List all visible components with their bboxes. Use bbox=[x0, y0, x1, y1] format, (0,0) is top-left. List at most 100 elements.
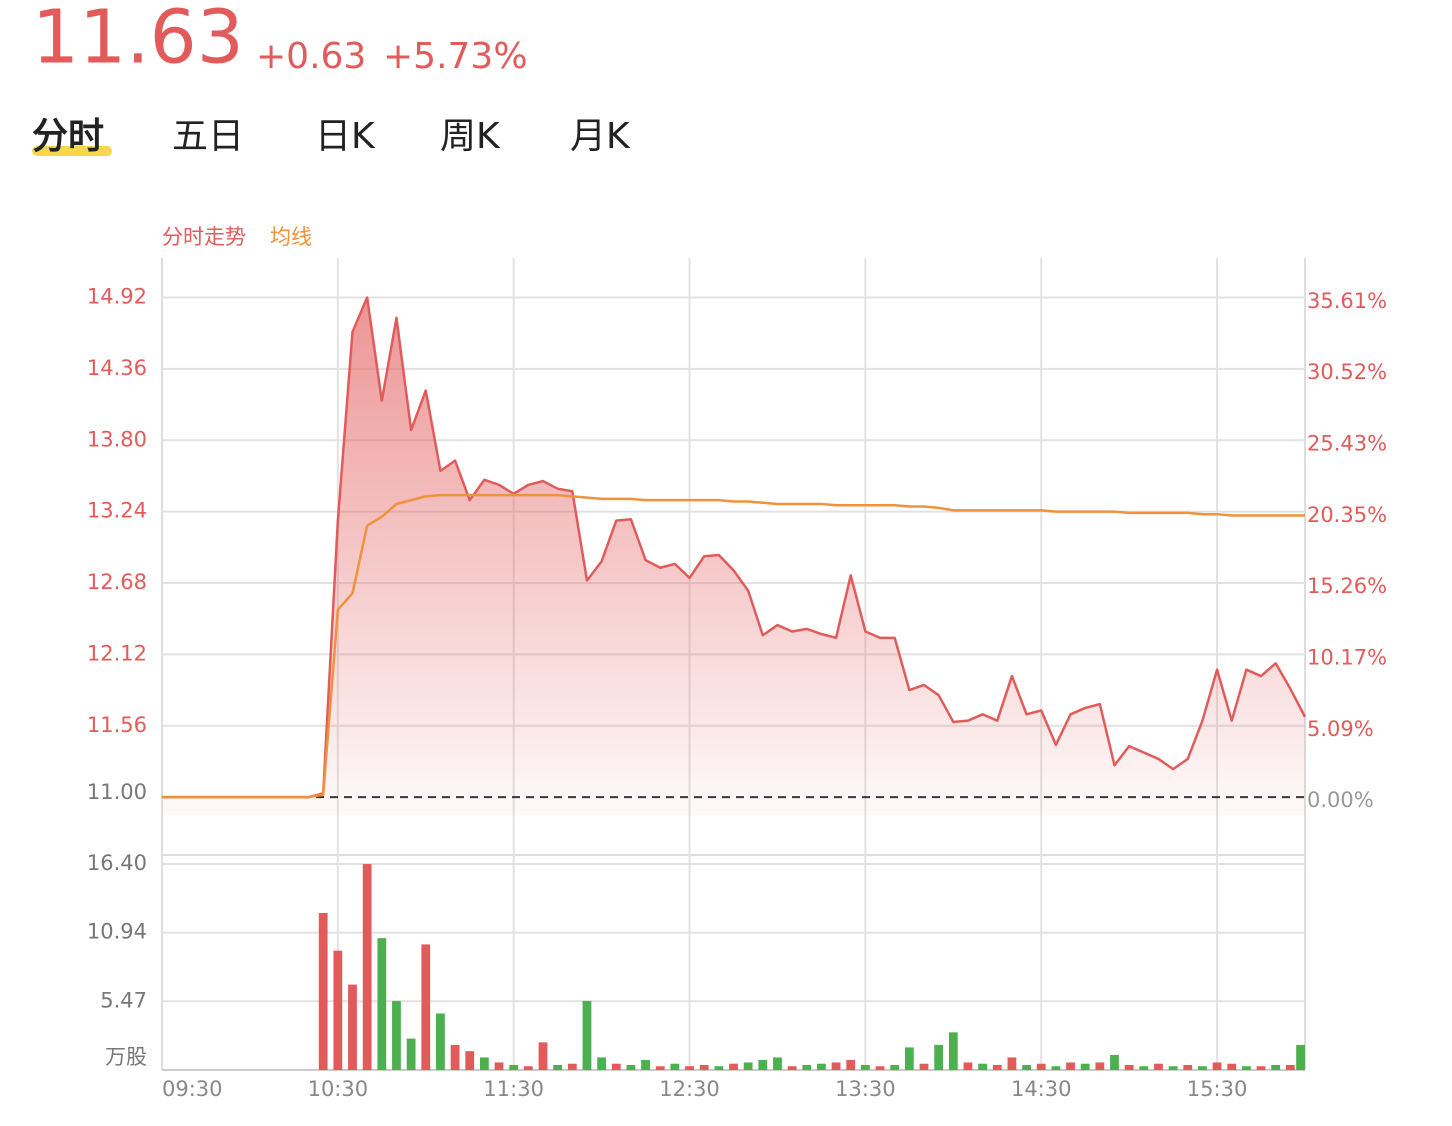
volume-bar bbox=[567, 1063, 577, 1070]
legend-entry: 分时走势 bbox=[162, 225, 246, 249]
volume-bar bbox=[685, 1066, 694, 1070]
volume-bar bbox=[1139, 1066, 1149, 1070]
volume-bar bbox=[773, 1057, 782, 1070]
volume-bar bbox=[436, 1013, 445, 1070]
volume-bar bbox=[1227, 1063, 1237, 1070]
volume-bar bbox=[978, 1063, 988, 1070]
volume-bar bbox=[626, 1064, 636, 1070]
x-tick-label: 09:30 bbox=[162, 1077, 223, 1101]
tab[interactable]: 五日 bbox=[172, 116, 244, 157]
volume-bar bbox=[1168, 1066, 1178, 1070]
y-tick-label: 5.47 bbox=[100, 988, 147, 1012]
volume-bar bbox=[523, 1066, 533, 1070]
volume-bar bbox=[758, 1059, 768, 1070]
volume-bar bbox=[802, 1064, 812, 1070]
volume-bar bbox=[846, 1059, 856, 1070]
volume-bar bbox=[729, 1063, 738, 1070]
volume-bar bbox=[494, 1062, 504, 1070]
volume-bar bbox=[1007, 1057, 1017, 1070]
y-tick-label: 14.36 bbox=[87, 356, 147, 380]
volume-bar bbox=[362, 864, 372, 1070]
volume-bar bbox=[597, 1057, 607, 1070]
change: +0.63 bbox=[256, 36, 366, 77]
volume-bar bbox=[465, 1051, 475, 1070]
volume-bar bbox=[948, 1032, 958, 1070]
tab[interactable]: 周K bbox=[440, 116, 501, 157]
y-tick-label: 万股 bbox=[105, 1045, 147, 1069]
volume-bar bbox=[553, 1064, 563, 1070]
legend-entry: 均线 bbox=[270, 225, 312, 249]
y-tick-label: 12.12 bbox=[87, 641, 147, 665]
volume-bar bbox=[699, 1064, 709, 1070]
tab[interactable]: 日K bbox=[315, 116, 376, 157]
x-tick-label: 11:30 bbox=[483, 1077, 544, 1101]
price-area bbox=[162, 297, 1305, 815]
volume-bar bbox=[1022, 1064, 1031, 1070]
tabs: 分时 五日 日K 周K 月K bbox=[32, 116, 631, 157]
x-tick-label: 12:30 bbox=[659, 1077, 720, 1101]
y-tick-label: 14.92 bbox=[87, 285, 147, 309]
volume-bar bbox=[1183, 1064, 1193, 1070]
y-tick-label: 10.94 bbox=[87, 920, 147, 944]
y-tick-label: 12.68 bbox=[87, 570, 147, 594]
y-tick-label: 11.56 bbox=[87, 713, 147, 737]
volume-bar bbox=[1036, 1063, 1046, 1070]
x-tick-label: 10:30 bbox=[308, 1077, 369, 1101]
x-tick-label: 13:30 bbox=[835, 1077, 896, 1101]
volume-bar bbox=[919, 1063, 929, 1070]
y2-tick-label: 20.35% bbox=[1307, 503, 1387, 527]
average-line bbox=[162, 493, 1305, 799]
volume-bar bbox=[1051, 1066, 1061, 1070]
volume-bar bbox=[509, 1064, 519, 1070]
x-tick-label: 14:30 bbox=[1011, 1077, 1072, 1101]
y-tick-label: 13.24 bbox=[87, 499, 147, 523]
tab-highlight bbox=[32, 146, 112, 156]
volume-bar bbox=[1256, 1066, 1266, 1070]
y-tick-label: 13.80 bbox=[87, 427, 147, 451]
volume-bar bbox=[1296, 1044, 1305, 1070]
volume-bar bbox=[1198, 1066, 1207, 1070]
volume-bar bbox=[963, 1062, 973, 1070]
volume-bar bbox=[1154, 1063, 1163, 1070]
volume-bar bbox=[582, 1000, 592, 1070]
volume-bar bbox=[743, 1062, 753, 1070]
volume-bar bbox=[831, 1062, 841, 1070]
volume-bar bbox=[348, 984, 357, 1070]
volume-bar bbox=[787, 1066, 797, 1070]
volume-bar bbox=[860, 1064, 870, 1070]
y2-tick-label: 10.17% bbox=[1307, 646, 1387, 670]
volume-bar bbox=[875, 1066, 885, 1070]
volume-bar bbox=[377, 938, 387, 1070]
volume-bar bbox=[904, 1047, 914, 1070]
volume-bar bbox=[1124, 1064, 1134, 1070]
volume-bar bbox=[1095, 1062, 1105, 1070]
volume-bar bbox=[1066, 1062, 1075, 1070]
volume-bar bbox=[1110, 1054, 1119, 1070]
volume-bar bbox=[406, 1038, 416, 1070]
volume-bar bbox=[333, 950, 343, 1070]
volume-bar bbox=[934, 1044, 944, 1070]
volume-bar bbox=[670, 1063, 680, 1070]
volume-bar bbox=[1080, 1063, 1090, 1070]
y2-tick-label: 5.09% bbox=[1307, 717, 1374, 741]
volume-bar bbox=[421, 944, 431, 1070]
x-tick-label: 15:30 bbox=[1187, 1077, 1248, 1101]
volume-bar bbox=[655, 1066, 665, 1070]
volume-bar bbox=[992, 1064, 1002, 1070]
tab[interactable]: 分时 bbox=[32, 116, 104, 157]
volume-bar bbox=[1212, 1062, 1222, 1070]
volume-bar bbox=[318, 913, 328, 1070]
volume-bar bbox=[538, 1042, 548, 1070]
y2-tick-label: 35.61% bbox=[1307, 289, 1387, 313]
y-tick-label: 16.40 bbox=[87, 851, 147, 875]
y2-tick-label: 25.43% bbox=[1307, 432, 1387, 456]
volume-bar bbox=[817, 1063, 826, 1070]
change-pct: +5.73% bbox=[383, 36, 528, 77]
volume-bar bbox=[890, 1064, 900, 1070]
volume-bar bbox=[392, 1000, 401, 1070]
price-line bbox=[162, 296, 1307, 799]
volume-bar bbox=[450, 1044, 460, 1070]
tab[interactable]: 月K bbox=[570, 116, 631, 157]
